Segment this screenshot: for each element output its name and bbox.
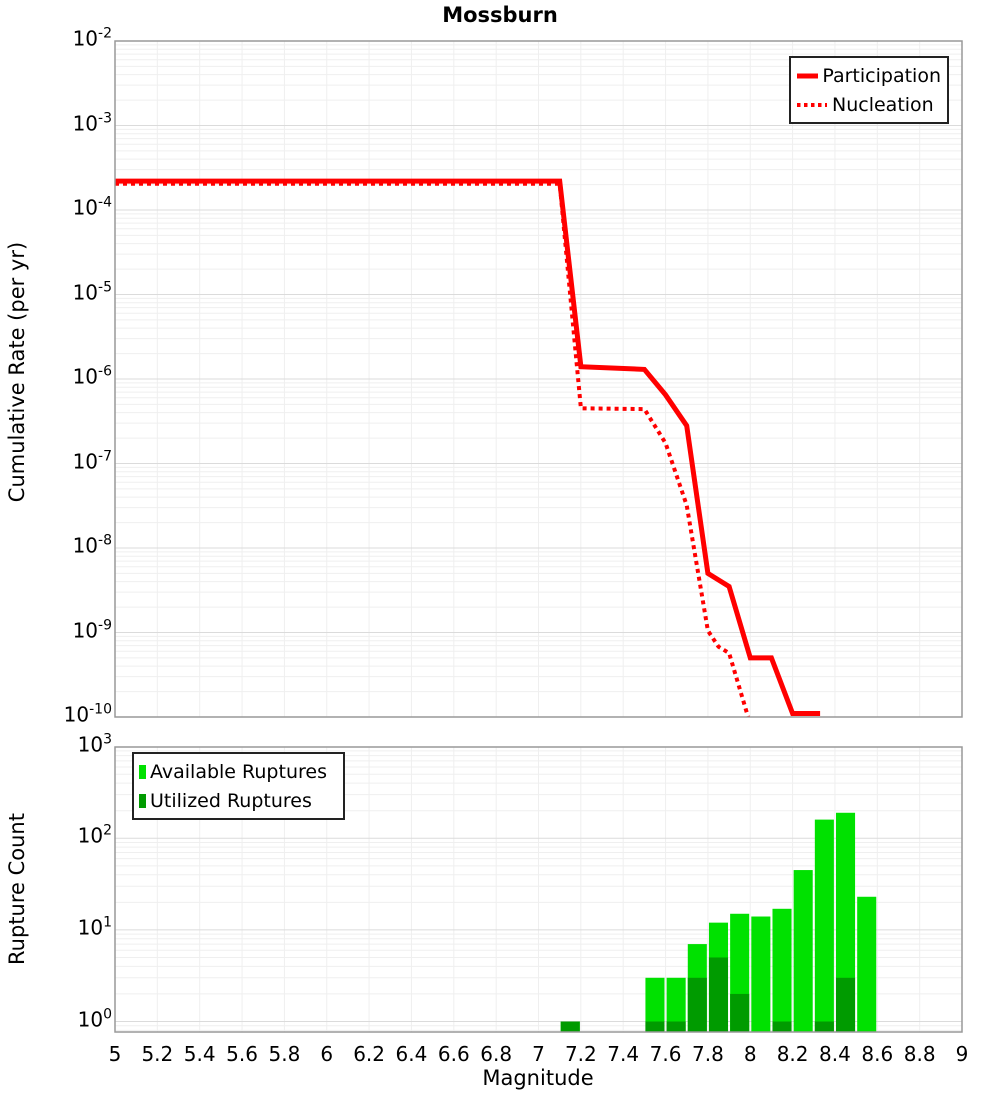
x-tick-label: 6.2 [353, 1042, 385, 1066]
gridlines [114, 40, 963, 1032]
y-tick-label: 100 [77, 1006, 112, 1031]
x-tick-label: 6.6 [437, 1042, 470, 1066]
legend-label: Available Ruptures [150, 760, 327, 783]
y-tick-label: 10-7 [72, 448, 112, 473]
legend-label: Participation [822, 64, 941, 87]
utilized-bar [730, 993, 750, 1032]
x-tick-label: 7.4 [607, 1042, 640, 1066]
nucleation-line-swatch-icon [797, 102, 827, 107]
legend-count-panel: Available Ruptures Utilized Ruptures [132, 752, 345, 820]
panel-borders [114, 40, 963, 1033]
y-tick-label: 101 [77, 914, 112, 940]
y-tick-label: 10-2 [72, 25, 112, 51]
rate-lines [115, 178, 821, 718]
available-bar [645, 977, 665, 1032]
y-tick-label: 10-6 [72, 363, 112, 389]
y-tick-label: 103 [77, 731, 112, 757]
y-tick-label: 10-3 [72, 110, 112, 135]
x-tick-label: 7.6 [649, 1042, 682, 1066]
x-tick-label: 5.8 [268, 1042, 301, 1066]
x-tick-label: 7 [532, 1042, 545, 1066]
available-bar [836, 812, 856, 1032]
y-tick-label: 10-9 [72, 617, 112, 642]
x-tick-label: 7.2 [564, 1042, 597, 1066]
y-tick-label: 10-10 [63, 701, 112, 727]
legend-label: Nucleation [832, 93, 934, 116]
utilized-bar [708, 957, 729, 1032]
x-tick-label: 6.8 [480, 1042, 513, 1066]
legend-item-available: Available Ruptures [139, 758, 337, 785]
x-tick-label: 9 [955, 1042, 969, 1066]
legend-item-utilized: Utilized Ruptures [139, 787, 337, 814]
available-color-swatch-icon [139, 764, 146, 779]
legend-label: Utilized Ruptures [150, 789, 312, 812]
available-bar [857, 896, 877, 1032]
x-tick-label: 8.6 [861, 1042, 894, 1066]
available-bar [666, 977, 686, 1032]
bars [560, 812, 877, 1032]
x-tick-label: 5.6 [226, 1042, 258, 1066]
legend-item-nucleation: Nucleation [796, 91, 941, 118]
utilized-bar [836, 977, 856, 1032]
available-bar [814, 819, 834, 1032]
x-tick-label: 5 [108, 1042, 122, 1066]
utilized-bar [560, 1021, 580, 1032]
x-tick-label: 8 [743, 1042, 757, 1066]
x-tick-label: 6 [320, 1042, 334, 1066]
x-tick-label: 5.4 [183, 1042, 216, 1066]
x-tick-label: 8.8 [903, 1042, 936, 1066]
legend-item-participation: Participation [796, 62, 941, 89]
nucleation-line [115, 181, 751, 718]
y-axis-title-count: Rupture Count [5, 813, 29, 965]
x-tick-label: 5.2 [141, 1042, 174, 1066]
utilized-bar [814, 1021, 834, 1032]
x-tick-label: 6.4 [395, 1042, 428, 1066]
y-tick-label: 10-8 [72, 532, 112, 558]
x-axis-title: Magnitude [482, 1066, 594, 1090]
x-tick-label: 7.8 [691, 1042, 724, 1066]
utilized-bar [772, 1021, 792, 1032]
y-axis-title-rate: Cumulative Rate (per yr) [5, 241, 29, 503]
y-tick-label: 102 [77, 822, 112, 848]
utilized-bar [666, 1021, 686, 1032]
y-tick-label: 10-5 [72, 279, 112, 304]
x-tick-label: 8.4 [819, 1042, 851, 1066]
legend-rate-panel: Participation Nucleation [789, 56, 949, 124]
available-bar [793, 870, 813, 1032]
available-bar [772, 908, 792, 1032]
participation-line [115, 178, 821, 716]
utilized-bar [645, 1021, 665, 1032]
utilized-color-swatch-icon [139, 793, 146, 808]
y-tick-label: 10-4 [72, 194, 112, 220]
utilized-bar [687, 977, 707, 1032]
available-bar [751, 916, 771, 1032]
chart-title: Mossburn [442, 3, 558, 27]
x-tick-label: 8.2 [776, 1042, 809, 1066]
participation-line-swatch-icon [797, 73, 819, 78]
